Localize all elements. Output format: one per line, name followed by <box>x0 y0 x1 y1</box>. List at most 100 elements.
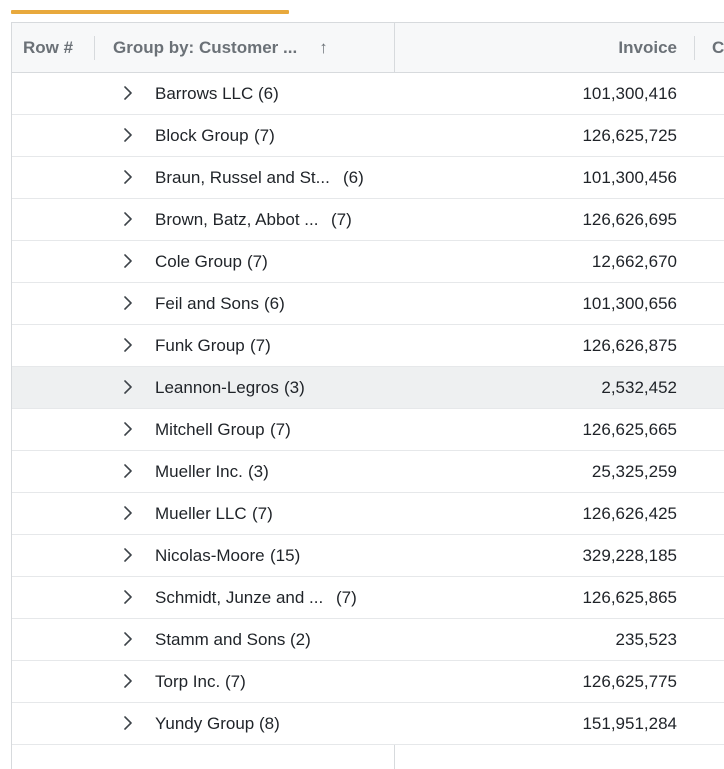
table-row[interactable]: Cole Group (7) 12,662,670 <box>12 241 724 283</box>
invoice-cell: 126,625,725 <box>582 126 677 145</box>
invoice-cell: 151,951,284 <box>582 714 677 733</box>
chevron-right-icon[interactable] <box>120 421 136 437</box>
group-name: Braun, Russel and St... <box>155 168 330 187</box>
group-cell: Block Group (7) <box>94 115 394 156</box>
group-cell: Leannon-Legros (3) <box>94 367 394 408</box>
invoice-cell: 2,532,452 <box>601 378 677 397</box>
group-name: Mueller LLC <box>155 504 247 523</box>
group-cell: Mueller LLC (7) <box>94 493 394 534</box>
group-name: Schmidt, Junze and ... <box>155 588 324 607</box>
loading-progress-fill <box>11 10 289 14</box>
table-row[interactable]: Barrows LLC (6) 101,300,416 <box>12 73 724 115</box>
group-cell: Feil and Sons (6) <box>94 283 394 324</box>
chevron-right-icon[interactable] <box>120 337 136 353</box>
group-name: Torp Inc. <box>155 672 221 691</box>
group-name: Cole Group <box>155 252 242 271</box>
invoice-cell: 329,228,185 <box>582 546 677 565</box>
chevron-right-icon[interactable] <box>120 547 136 563</box>
invoice-cell: 25,325,259 <box>591 462 677 481</box>
group-cell: Nicolas-Moore (15) <box>94 535 394 576</box>
invoice-cell: 101,300,656 <box>582 294 677 313</box>
table-row[interactable]: Brown, Batz, Abbot ... (7) 126,626,695 <box>12 199 724 241</box>
group-name: Barrows LLC <box>155 84 254 103</box>
group-name: Stamm and Sons <box>155 630 286 649</box>
group-name: Leannon-Legros <box>155 378 279 397</box>
invoice-cell: 126,625,665 <box>582 420 677 439</box>
group-cell: Stamm and Sons (2) <box>94 619 394 660</box>
data-grid: Row # Group by: Customer ... ↑ Invoice C… <box>11 22 724 769</box>
column-resize-handle[interactable] <box>394 23 395 72</box>
chevron-right-icon[interactable] <box>120 85 136 101</box>
group-count: (7) <box>254 126 275 145</box>
group-cell: Mitchell Group (7) <box>94 409 394 450</box>
group-cell: Yundy Group (8) <box>94 703 394 744</box>
loading-progress <box>0 0 724 22</box>
group-count: (3) <box>284 378 305 397</box>
group-count: (15) <box>270 546 301 565</box>
group-count: (8) <box>259 714 280 733</box>
group-name: Feil and Sons <box>155 294 259 313</box>
chevron-right-icon[interactable] <box>120 673 136 689</box>
chevron-right-icon[interactable] <box>120 169 136 185</box>
group-name: Funk Group <box>155 336 245 355</box>
group-count: (7) <box>336 588 357 607</box>
chevron-right-icon[interactable] <box>120 715 136 731</box>
grid-body: Barrows LLC (6) 101,300,416 Block Group … <box>12 73 724 745</box>
group-cell: Funk Group (7) <box>94 325 394 366</box>
group-name: Block Group <box>155 126 249 145</box>
column-header-next-label: C <box>712 37 724 57</box>
table-row[interactable]: Mueller LLC (7) 126,626,425 <box>12 493 724 535</box>
table-row[interactable]: Braun, Russel and St... (6) 101,300,456 <box>12 157 724 199</box>
chevron-right-icon[interactable] <box>120 505 136 521</box>
invoice-cell: 101,300,416 <box>582 84 677 103</box>
table-row[interactable]: Mueller Inc. (3) 25,325,259 <box>12 451 724 493</box>
invoice-cell: 126,626,875 <box>582 336 677 355</box>
group-cell: Braun, Russel and St... (6) <box>94 157 394 198</box>
group-count: (7) <box>225 672 246 691</box>
group-cell: Mueller Inc. (3) <box>94 451 394 492</box>
invoice-cell: 101,300,456 <box>582 168 677 187</box>
group-count: (6) <box>343 168 364 187</box>
group-cell: Torp Inc. (7) <box>94 661 394 702</box>
group-name: Mitchell Group <box>155 420 265 439</box>
invoice-cell: 126,625,865 <box>582 588 677 607</box>
group-cell: Brown, Batz, Abbot ... (7) <box>94 199 394 240</box>
table-row[interactable]: Feil and Sons (6) 101,300,656 <box>12 283 724 325</box>
table-row[interactable]: Block Group (7) 126,625,725 <box>12 115 724 157</box>
column-header-next[interactable]: C <box>694 23 724 72</box>
group-name: Mueller Inc. <box>155 462 243 481</box>
invoice-cell: 126,625,775 <box>582 672 677 691</box>
invoice-cell: 12,662,670 <box>591 252 677 271</box>
table-row[interactable]: Torp Inc. (7) 126,625,775 <box>12 661 724 703</box>
grid-header: Row # Group by: Customer ... ↑ Invoice C <box>12 23 724 73</box>
column-header-group-by[interactable]: Group by: Customer ... ↑ <box>94 23 394 72</box>
table-row[interactable]: Yundy Group (8) 151,951,284 <box>12 703 724 745</box>
group-count: (6) <box>258 84 279 103</box>
column-resize-handle[interactable] <box>694 36 695 60</box>
invoice-cell: 126,626,425 <box>582 504 677 523</box>
group-name: Nicolas-Moore <box>155 546 265 565</box>
column-header-row-number-label: Row # <box>23 37 74 57</box>
chevron-right-icon[interactable] <box>120 463 136 479</box>
chevron-right-icon[interactable] <box>120 589 136 605</box>
chevron-right-icon[interactable] <box>120 295 136 311</box>
table-row[interactable]: Leannon-Legros (3) 2,532,452 <box>12 367 724 409</box>
group-cell: Barrows LLC (6) <box>94 73 394 114</box>
chevron-right-icon[interactable] <box>120 253 136 269</box>
chevron-right-icon[interactable] <box>120 631 136 647</box>
column-resize-handle[interactable] <box>94 36 95 60</box>
table-row[interactable]: Schmidt, Junze and ... (7) 126,625,865 <box>12 577 724 619</box>
chevron-right-icon[interactable] <box>120 379 136 395</box>
table-row[interactable]: Mitchell Group (7) 126,625,665 <box>12 409 724 451</box>
table-row[interactable]: Nicolas-Moore (15) 329,228,185 <box>12 535 724 577</box>
column-header-row-number[interactable]: Row # <box>12 23 94 72</box>
column-header-group-by-label: Group by: Customer ... <box>113 37 298 57</box>
chevron-right-icon[interactable] <box>120 211 136 227</box>
column-header-invoice[interactable]: Invoice <box>394 23 694 72</box>
chevron-right-icon[interactable] <box>120 127 136 143</box>
group-name: Yundy Group <box>155 714 255 733</box>
table-row[interactable]: Stamm and Sons (2) 235,523 <box>12 619 724 661</box>
arrow-up-icon[interactable]: ↑ <box>319 37 328 57</box>
table-row[interactable]: Funk Group (7) 126,626,875 <box>12 325 724 367</box>
group-count: (6) <box>264 294 285 313</box>
